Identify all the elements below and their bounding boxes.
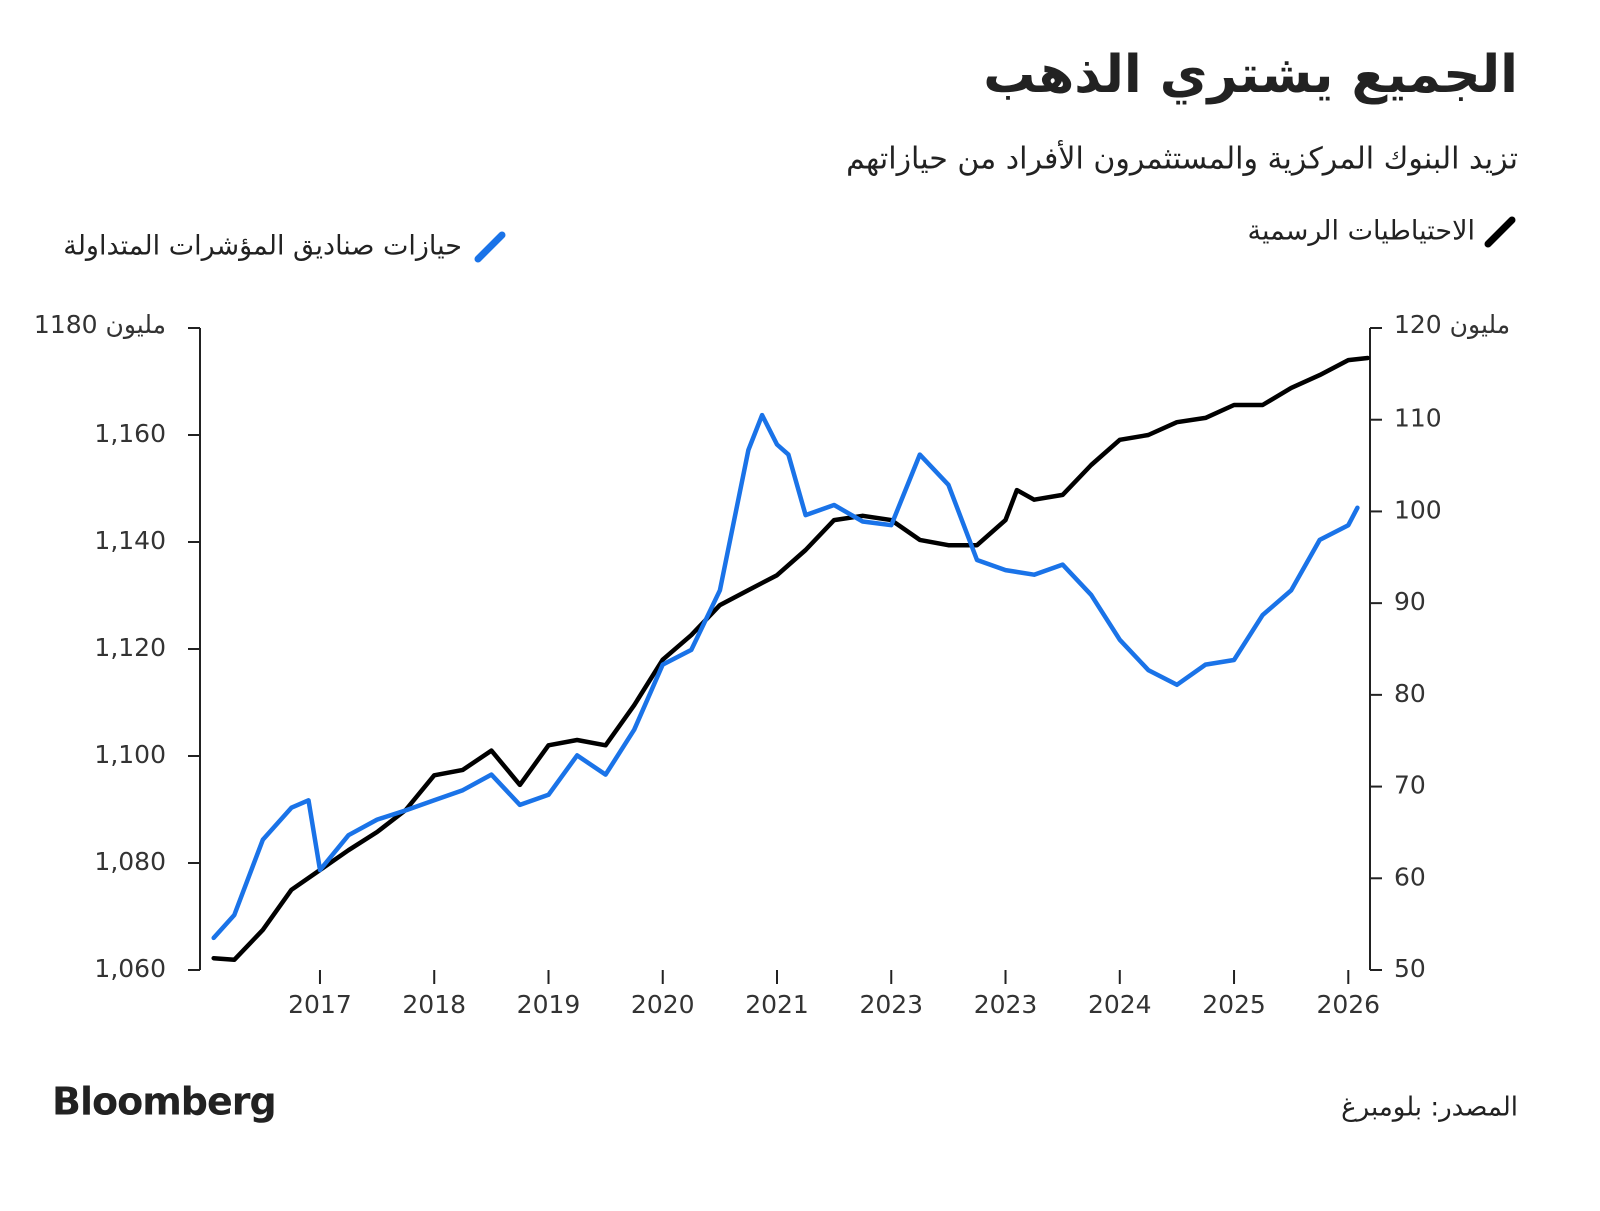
chart-subtitle: تزيد البنوك المركزية والمستثمرون الأفراد…	[846, 139, 1518, 177]
series-line	[211, 355, 1370, 963]
x-tick-label: 2024	[1088, 990, 1152, 1019]
y2-tick-label: 60	[1394, 862, 1426, 891]
legend-swatch	[474, 231, 506, 263]
source: المصدر: بلومبرغ	[1341, 1093, 1518, 1123]
y-tick-label: 1180 مليون	[34, 310, 166, 339]
y-tick-label: 1,080	[94, 847, 166, 876]
x-tick-label: 2017	[288, 990, 352, 1019]
x-tick-label: 2020	[631, 990, 695, 1019]
y-tick-label: 1,060	[94, 954, 166, 983]
y2-tick-label: 90	[1394, 587, 1426, 616]
brand-logo: Bloomberg	[52, 1080, 276, 1124]
y-tick-label: 1,160	[94, 419, 166, 448]
legend-label: الاحتياطيات الرسمية	[1248, 216, 1475, 247]
x-tick-label: 2018	[402, 990, 466, 1019]
y2-tick-label: 80	[1394, 679, 1426, 708]
y-tick-label: 1,120	[94, 633, 166, 662]
x-tick-label: 2019	[517, 990, 581, 1019]
y2-tick-label: 50	[1394, 954, 1426, 983]
y-tick-label: 1,100	[94, 740, 166, 769]
y2-tick-label: 110	[1394, 404, 1442, 433]
y-tick-label: 1,140	[94, 526, 166, 555]
legend-swatch	[1484, 216, 1516, 248]
legend-label: حيازات صناديق المؤشرات المتداولة	[63, 231, 462, 262]
series-line	[211, 412, 1360, 941]
y2-tick-label: 70	[1394, 771, 1426, 800]
y2-tick-label: 100	[1394, 495, 1442, 524]
x-tick-label: 2025	[1202, 990, 1266, 1019]
chart-title: الجميع يشتري الذهب	[983, 45, 1518, 105]
x-tick-label: 2026	[1316, 990, 1380, 1019]
x-tick-label: 2023	[859, 990, 923, 1019]
x-tick-label: 2021	[745, 990, 809, 1019]
y2-tick-label: 120 مليون	[1394, 310, 1510, 339]
x-tick-label: 2023	[974, 990, 1038, 1019]
